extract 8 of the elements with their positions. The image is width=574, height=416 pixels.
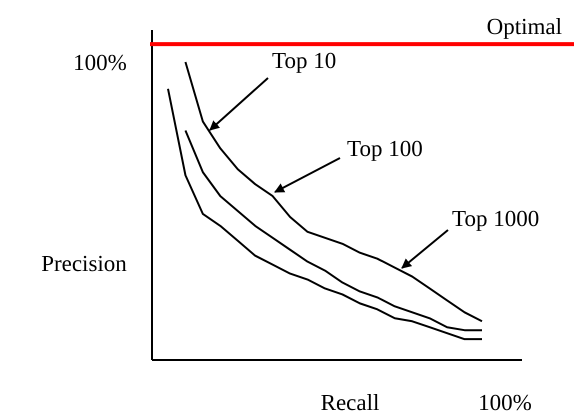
annotation: Top 100: [347, 136, 423, 161]
x-axis-title: Recall: [320, 390, 380, 415]
text: 100%: [73, 50, 127, 75]
ref-line-label: Optimal: [486, 14, 562, 40]
annotation: Top 10: [272, 48, 336, 73]
text: 100%: [478, 390, 532, 415]
y-axis-title: Precision: [41, 251, 128, 276]
annotation: Top 1000: [452, 206, 540, 231]
